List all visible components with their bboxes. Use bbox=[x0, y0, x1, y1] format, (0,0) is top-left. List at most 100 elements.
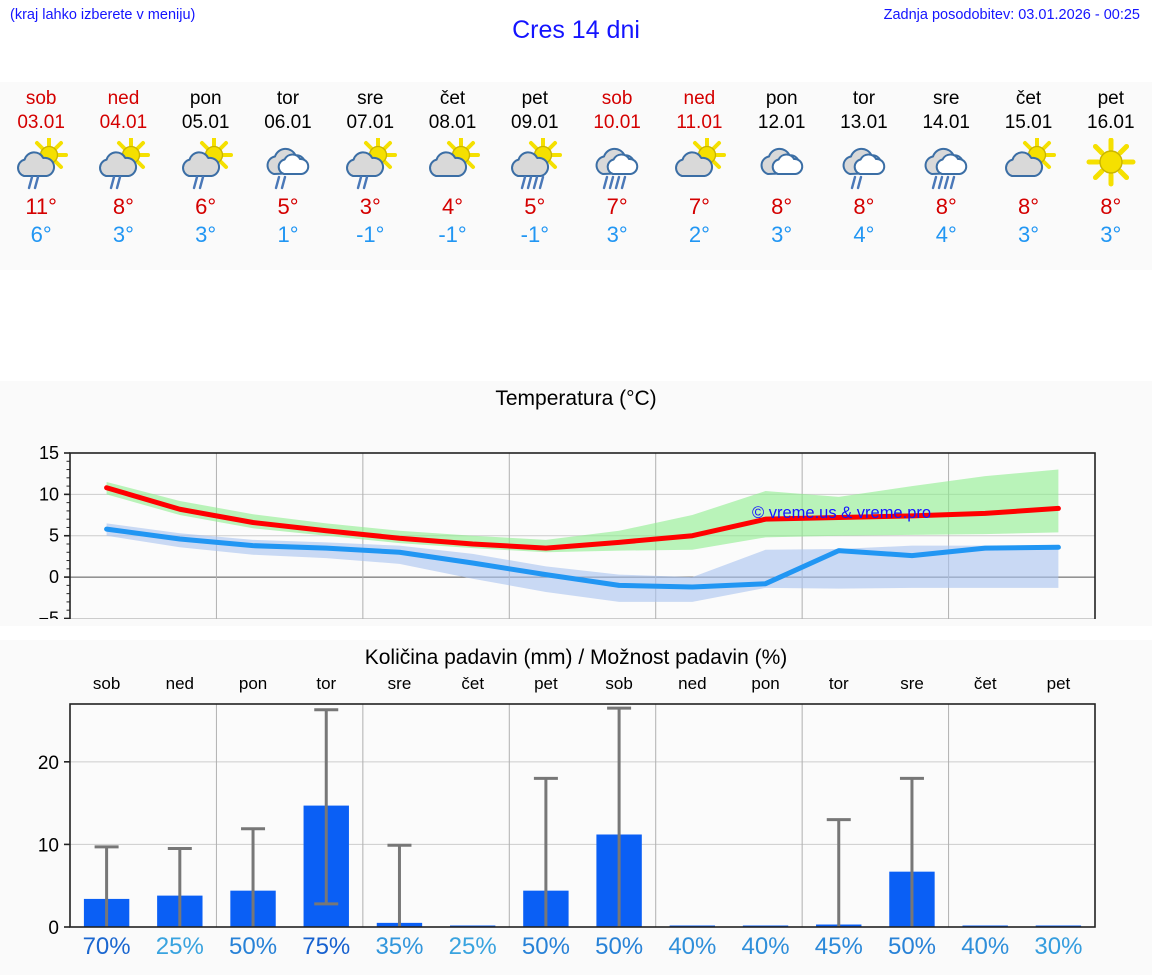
forecast-temp-max: 3° bbox=[359, 194, 381, 219]
weather-icon-container bbox=[823, 137, 905, 193]
forecast-day-column[interactable]: pon 12.01 8° 3° bbox=[741, 82, 823, 270]
forecast-day-name: čet bbox=[439, 88, 466, 109]
temperature-y-tick-label: 10 bbox=[39, 484, 59, 504]
temperature-line bbox=[104, 485, 1061, 551]
precipitation-probability-row: 70% 25% 50% 75% 35% 25% 50% 50% 40% 40% 45% 50% 40% 3… bbox=[70, 933, 1095, 961]
precipitation-y-tick-label: 10 bbox=[38, 835, 59, 856]
forecast-day-column[interactable]: ned 04.01 8° 3° bbox=[82, 82, 164, 270]
forecast-temp-max: 8° bbox=[853, 194, 875, 219]
forecast-day-column[interactable]: tor 06.01 5° 1° bbox=[247, 82, 329, 270]
forecast-day-column[interactable]: sob 10.01 7° 3° bbox=[576, 82, 658, 270]
forecast-temp-max: 6° bbox=[195, 194, 217, 219]
forecast-day-date: 11.01 bbox=[676, 112, 723, 133]
forecast-temp-min: 4° bbox=[853, 222, 875, 247]
forecast-day-column[interactable]: čet 08.01 4° -1° bbox=[411, 82, 493, 270]
weather-icon-container bbox=[247, 137, 329, 193]
forecast-day-column[interactable]: sre 14.01 8° 4° bbox=[905, 82, 987, 270]
forecast-day-date: 04.01 bbox=[99, 112, 148, 133]
temperature-y-tick-label: −5 bbox=[38, 608, 59, 619]
precipitation-error-bar bbox=[533, 776, 558, 927]
cloud-icon bbox=[760, 147, 803, 175]
forecast-temp-max: 7° bbox=[688, 194, 710, 219]
weather-icon-container bbox=[165, 137, 247, 193]
forecast-day-date: 07.01 bbox=[346, 112, 395, 133]
precipitation-y-tick-label: 20 bbox=[38, 753, 59, 774]
forecast-day-name: sre bbox=[357, 88, 384, 109]
precipitation-probability-label: 50% bbox=[887, 933, 937, 960]
forecast-day-name: pon bbox=[765, 88, 798, 109]
weather-icon-container bbox=[411, 137, 493, 193]
page-title: Cres 14 dni bbox=[512, 16, 640, 44]
watermark-text: © vreme.us & vreme.pro bbox=[752, 504, 931, 522]
forecast-day-date: 09.01 bbox=[511, 112, 559, 133]
forecast-day-date: 14.01 bbox=[922, 112, 970, 133]
forecast-temp-min: 3° bbox=[1100, 222, 1122, 247]
forecast-temp-max: 8° bbox=[112, 194, 134, 219]
forecast-day-column[interactable]: pet 09.01 5° -1° bbox=[494, 82, 576, 270]
forecast-temp-max: 8° bbox=[1100, 194, 1122, 219]
precipitation-plot-area: 20 10 0 bbox=[0, 696, 1152, 936]
precipitation-day-label: sob bbox=[605, 674, 633, 693]
forecast-temp-max: 8° bbox=[771, 194, 793, 219]
sun-icon bbox=[1086, 138, 1136, 187]
forecast-day-column[interactable]: ned 11.01 7° 2° bbox=[658, 82, 740, 270]
cloud-rain-light-icon bbox=[842, 147, 886, 190]
forecast-day-column[interactable]: tor 13.01 8° 4° bbox=[823, 82, 905, 270]
precipitation-y-tick-label: 0 bbox=[48, 918, 59, 936]
precipitation-probability-label: 50% bbox=[521, 933, 570, 960]
forecast-day-column[interactable]: pet 16.01 8° 3° bbox=[1070, 82, 1152, 270]
page-header: (kraj lahko izberete v meniju) Cres 14 d… bbox=[0, 0, 1152, 68]
sun-cloud-icon bbox=[675, 138, 727, 177]
forecast-day-name: pon bbox=[189, 88, 222, 109]
forecast-day-date: 10.01 bbox=[593, 112, 641, 133]
forecast-temp-max: 8° bbox=[1017, 194, 1040, 219]
sun-cloud-icon bbox=[1004, 138, 1056, 177]
sun-cloud-rain-light-icon bbox=[99, 138, 151, 190]
sun-cloud-rain-light-icon bbox=[346, 138, 398, 190]
forecast-day-name: sob bbox=[601, 88, 633, 109]
forecast-day-column[interactable]: čet 15.01 8° 3° bbox=[987, 82, 1069, 270]
forecast-day-column[interactable]: sre 07.01 3° -1° bbox=[329, 82, 411, 270]
temperature-y-tick-label: 5 bbox=[49, 526, 59, 546]
precipitation-error-bar bbox=[387, 843, 412, 927]
forecast-day-name: pet bbox=[1097, 88, 1124, 109]
precipitation-probability-label: 35% bbox=[375, 933, 424, 960]
precipitation-error-bar bbox=[314, 708, 339, 906]
temperature-svg: 15 10 5 0 −5 © vreme.us & vreme.pro bbox=[38, 443, 1096, 619]
precipitation-day-label: ned bbox=[678, 674, 707, 693]
precipitation-error-bar bbox=[826, 818, 851, 927]
weather-icon-container bbox=[741, 137, 823, 193]
precipitation-day-label: pet bbox=[1046, 674, 1071, 693]
forecast-day-name: pet bbox=[521, 88, 549, 109]
cloud-rain-icon bbox=[924, 147, 968, 190]
temperature-plot-area: 15 10 5 0 −5 © vreme.us & vreme.pro bbox=[0, 414, 1152, 619]
forecast-day-column[interactable]: pon 05.01 6° 3° bbox=[165, 82, 247, 270]
forecast-day-name: čet bbox=[1015, 88, 1042, 109]
precipitation-day-label: tor bbox=[316, 674, 337, 693]
precipitation-error-bar bbox=[241, 827, 266, 927]
weather-icon-container bbox=[0, 137, 82, 193]
temperature-range-band bbox=[106, 523, 1059, 602]
precipitation-day-label: čet bbox=[973, 674, 997, 693]
precipitation-probability-label: 30% bbox=[1034, 933, 1083, 960]
temperature-y-tick-label: 15 bbox=[39, 443, 59, 463]
temperature-y-tick-label: 0 bbox=[49, 567, 59, 587]
forecast-day-column[interactable]: sob 03.01 11° 6° bbox=[0, 82, 82, 270]
precipitation-probability-label: 25% bbox=[155, 933, 204, 960]
temperature-chart-title: Temperatura (°C) bbox=[495, 387, 657, 410]
forecast-temp-min: 3° bbox=[771, 222, 793, 247]
forecast-temp-max: 4° bbox=[442, 194, 464, 219]
menu-hint-text: (kraj lahko izberete v meniju) bbox=[10, 7, 196, 23]
forecast-day-date: 06.01 bbox=[264, 112, 312, 133]
weather-icon-container bbox=[1070, 137, 1152, 193]
precipitation-chart-section: Količina padavin (mm) / Možnost padavin … bbox=[0, 640, 1152, 975]
forecast-temp-min: -1° bbox=[520, 222, 549, 247]
precipitation-probability-label: 70% bbox=[82, 933, 131, 960]
precipitation-probability-label: 75% bbox=[302, 933, 351, 960]
precipitation-error-bar bbox=[607, 706, 632, 927]
weather-icon-container bbox=[494, 137, 576, 193]
forecast-temp-min: 3° bbox=[195, 222, 217, 247]
precipitation-day-label: tor bbox=[828, 674, 849, 693]
forecast-temp-max: 11° bbox=[25, 194, 57, 219]
precipitation-day-label: sre bbox=[900, 674, 924, 693]
